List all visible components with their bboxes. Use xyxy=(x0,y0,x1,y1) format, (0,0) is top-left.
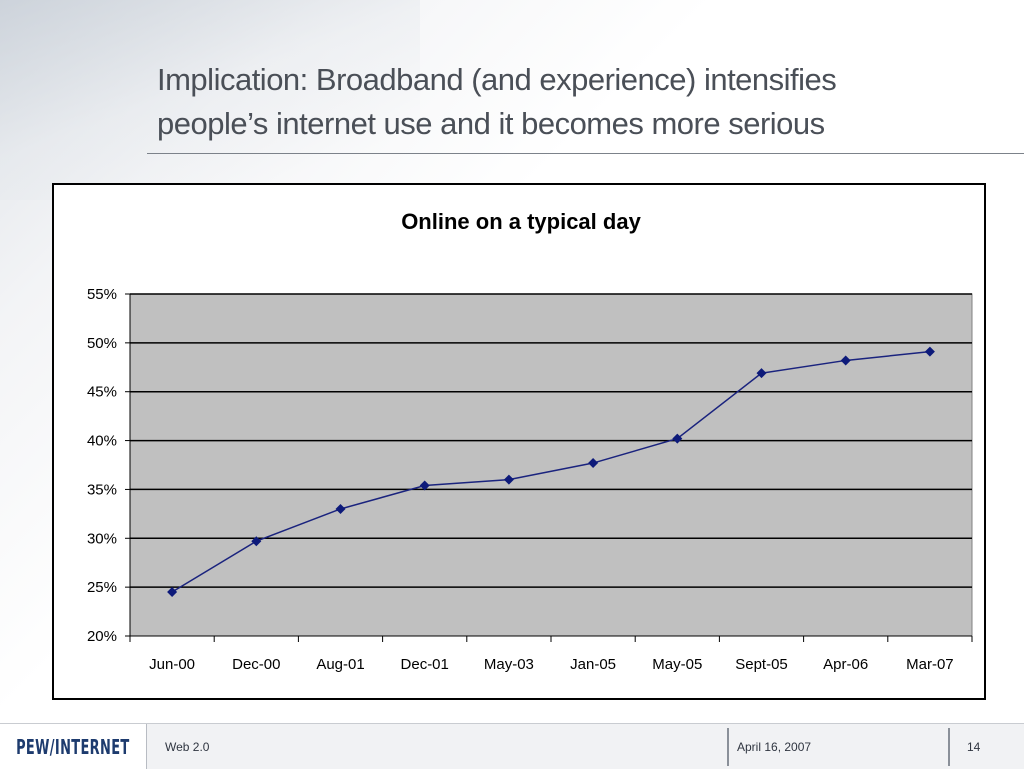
chart-frame: Online on a typical day 20% 25% 30% 35% 40% 4… xyxy=(52,183,986,700)
data-point xyxy=(335,503,346,514)
x-tick-label: Jan-05 xyxy=(570,656,616,673)
footer: PEW/INTERNET Web 2.0 April 16, 2007 14 xyxy=(0,723,1024,769)
y-tick-label: 40% xyxy=(87,433,117,450)
data-point xyxy=(756,368,767,379)
data-point xyxy=(503,474,514,485)
x-tick-label: May-03 xyxy=(484,656,534,673)
slide-title-line-1: Implication: Broadband (and experience) … xyxy=(157,62,837,97)
y-tick-label: 45% xyxy=(87,384,117,401)
series-line xyxy=(171,350,930,593)
y-tick-label: 30% xyxy=(87,530,117,547)
plot-area xyxy=(129,293,973,637)
y-tick-label: 25% xyxy=(87,579,117,596)
x-tick-label: Mar-07 xyxy=(906,656,954,673)
data-point xyxy=(167,587,178,598)
page-number: 14 xyxy=(967,740,981,754)
data-point xyxy=(924,346,935,357)
x-tick-label: Dec-00 xyxy=(232,656,280,673)
y-tick-label: 20% xyxy=(87,628,117,645)
data-point xyxy=(672,433,683,444)
data-point xyxy=(588,458,599,469)
background-decoration xyxy=(0,0,420,200)
y-tick-label: 50% xyxy=(87,335,117,352)
x-tick-label: Sept-05 xyxy=(735,656,788,673)
chart: Online on a typical day 20% 25% 30% 35% 40% 4… xyxy=(87,209,973,673)
x-tick-label: Jun-00 xyxy=(149,656,195,673)
footer-date: April 16, 2007 xyxy=(737,740,812,754)
data-point xyxy=(251,536,262,547)
slide-title-line-2: people’s internet use and it becomes mor… xyxy=(157,106,825,141)
x-tick-label: Aug-01 xyxy=(316,656,364,673)
y-tick-label: 35% xyxy=(87,481,117,498)
footer-separator xyxy=(727,728,729,766)
footer-topic: Web 2.0 xyxy=(165,740,210,754)
x-tick-label: May-05 xyxy=(652,656,702,673)
data-point xyxy=(419,480,430,491)
title-divider xyxy=(147,153,1024,154)
x-tick-label: Dec-01 xyxy=(401,656,449,673)
data-point xyxy=(840,355,851,366)
chart-title: Online on a typical day xyxy=(401,209,641,234)
pew-internet-logo: PEW/INTERNET xyxy=(0,724,147,769)
footer-separator xyxy=(948,728,950,766)
x-tick-label: Apr-06 xyxy=(823,656,868,673)
y-tick-label: 55% xyxy=(87,286,117,303)
logo-text: PEW/INTERNET xyxy=(16,734,130,759)
slide-title: Implication: Broadband (and experience) … xyxy=(157,58,997,146)
